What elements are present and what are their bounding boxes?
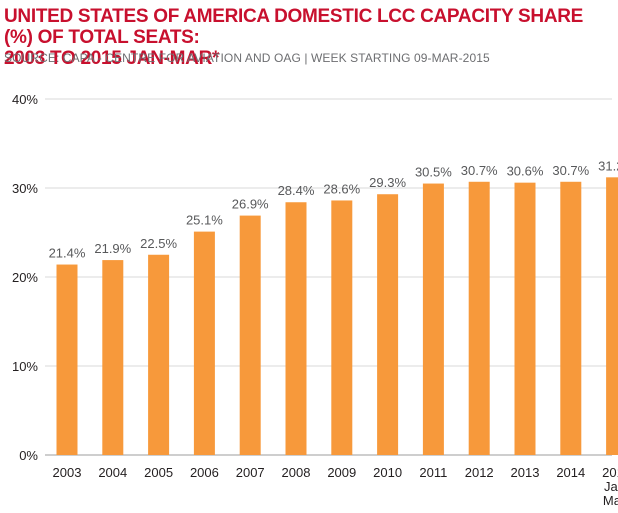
bar [56, 264, 78, 455]
x-tick-label: 2004 [98, 465, 127, 480]
bar [102, 260, 124, 455]
data-label: 28.4% [278, 183, 315, 198]
y-tick-label: 10% [12, 359, 38, 374]
x-tick-label: 2009 [327, 465, 356, 480]
bar [377, 194, 399, 456]
y-axis-tick-labels: 0% 10% 20% 30% 40% [12, 92, 38, 463]
bar [468, 181, 490, 455]
x-tick-label: 2012 [465, 465, 494, 480]
data-label: 22.5% [140, 236, 177, 251]
x-tick-label: 2014 [556, 465, 585, 480]
data-label: 21.9% [94, 241, 131, 256]
bar [514, 182, 536, 455]
x-tick-label: 2013 [511, 465, 540, 480]
bar [193, 231, 215, 455]
data-label: 26.9% [232, 197, 269, 212]
x-axis-tick-labels: 2003 2004 2005 2006 2007 2008 2009 2010 2011 2012… [53, 465, 618, 508]
x-tick-label: 2011 [419, 465, 447, 480]
y-tick-label: 0% [19, 448, 38, 463]
data-label: 30.6% [507, 164, 544, 179]
bar [239, 215, 261, 455]
bar [331, 200, 353, 455]
y-tick-label: 30% [12, 181, 38, 196]
chart-title-line-1: UNITED STATES OF AMERICA DOMESTIC LCC CA… [4, 6, 584, 48]
y-tick-label: 40% [12, 92, 38, 107]
bars [56, 177, 618, 456]
chart-title: UNITED STATES OF AMERICA DOMESTIC LCC CA… [4, 6, 614, 69]
bar [285, 202, 307, 455]
x-tick-label: 2010 [373, 465, 402, 480]
bar [560, 181, 582, 455]
chart-title-line-2: 2003 TO 2015 JAN-MAR* [4, 48, 220, 69]
data-label: 30.7% [461, 163, 498, 178]
data-label: 28.6% [323, 181, 360, 196]
data-labels: 21.4% 21.9% 22.5% 25.1% 26.9% 28.4% 28.6% 29.3%… [49, 158, 618, 260]
x-tick-label: 2006 [190, 465, 219, 480]
bar [422, 183, 444, 456]
data-label: 25.1% [186, 213, 223, 228]
x-tick-label: 2003 [53, 465, 82, 480]
data-label: 31.2% [598, 158, 618, 173]
y-tick-label: 20% [12, 270, 38, 285]
x-tick-label: 2015Jan-Mar* [602, 465, 618, 508]
x-tick-label: 2005 [144, 465, 173, 480]
x-tick-label: 2007 [236, 465, 265, 480]
chart-subtitle: SOURCE: CAPA - CENTRE FOR AVIATION AND O… [4, 51, 490, 65]
data-label: 30.5% [415, 165, 452, 180]
bar [606, 177, 618, 455]
bar [148, 254, 170, 455]
data-label: 30.7% [552, 163, 589, 178]
data-label: 21.4% [49, 246, 86, 261]
x-tick-label: 2008 [282, 465, 311, 480]
data-label: 29.3% [369, 175, 406, 190]
